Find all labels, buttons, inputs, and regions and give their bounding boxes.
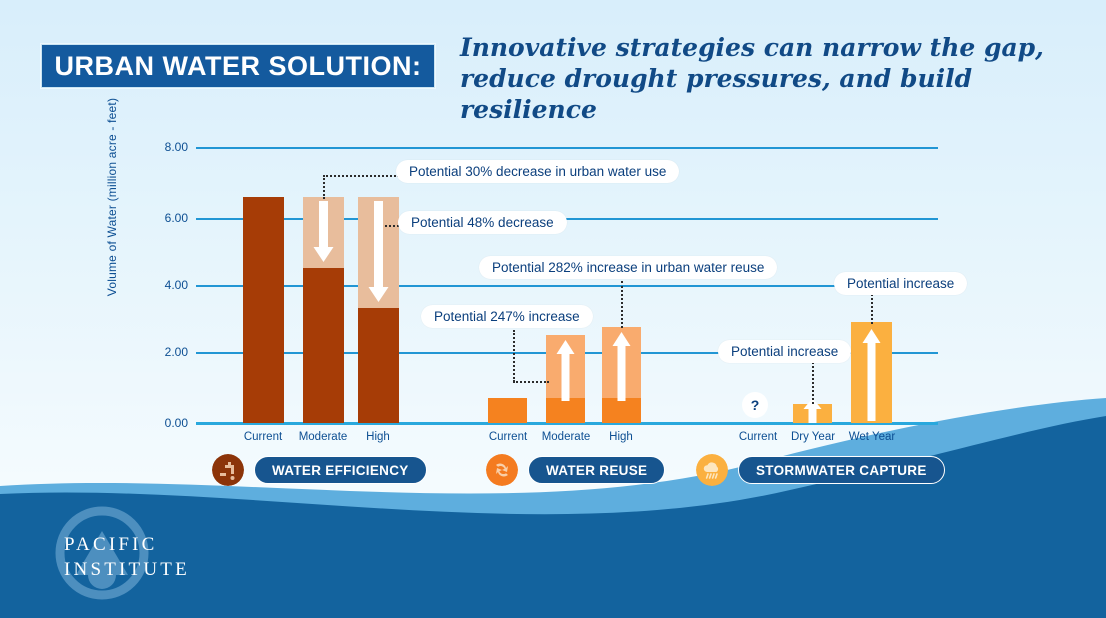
legend-pill-water-reuse[interactable]: WATER REUSE [528,456,666,484]
callout-reuse-moderate: Potential 247% increase [421,305,593,328]
rain-cloud-icon [696,454,728,486]
x-tick-efficiency-current: Current [243,431,283,443]
callout-efficiency-high: Potential 48% decrease [398,211,567,234]
x-tick-efficiency-high: High [366,431,390,443]
page-title: URBAN WATER SOLUTION: [41,44,435,88]
legend-label-water-reuse: WATER REUSE [546,462,648,478]
bottom-wave-decoration [0,398,1106,618]
bar-efficiency-high [358,308,399,423]
page-subtitle-line1: Innovative strategies can narrow the gap… [460,33,1044,62]
up-arrow-icon [556,340,575,401]
x-tick-reuse-current: Current [488,431,528,443]
gridline-8 [196,147,938,149]
x-tick-reuse-moderate: Moderate [541,431,591,443]
callout-stormwater-wet: Potential increase [834,272,968,295]
up-arrow-icon [803,398,822,423]
logo-line-1: PACIFIC [64,534,158,555]
unknown-value-marker: ? [742,392,768,418]
logo-wordmark: PACIFIC INSTITUTE [64,532,190,582]
x-tick-efficiency-moderate: Moderate [298,431,348,443]
x-tick-stormwater-dry-year: Dry Year [790,431,836,443]
leader-line [513,381,549,383]
x-tick-reuse-high: High [609,431,633,443]
gridline-4 [196,285,938,287]
y-tick-label: 0.00 [164,416,188,430]
leader-line [323,175,399,177]
legend-label-stormwater-capture: STORMWATER CAPTURE [756,462,927,478]
y-tick-label: 2.00 [164,345,188,359]
leader-line [385,225,407,227]
bar-reuse-high [602,398,641,423]
callout-stormwater-dry: Potential increase [718,340,852,363]
leader-line [513,330,515,382]
legend-item-water-reuse[interactable]: WATER REUSE [486,454,666,486]
x-tick-stormwater-wet-year: Wet Year [848,431,896,443]
page-subtitle: Innovative strategies can narrow the gap… [460,32,1060,125]
leader-line [621,281,623,328]
leader-line [323,175,325,199]
bar-reuse-current [488,398,527,423]
bar-efficiency-moderate [303,268,344,423]
legend-item-water-efficiency[interactable]: WATER EFFICIENCY [212,454,427,486]
up-arrow-icon [862,329,881,421]
legend-pill-stormwater-capture[interactable]: STORMWATER CAPTURE [738,456,945,484]
bar-efficiency-current [243,197,284,423]
y-axis-title: Volume of Water (million acre - feet) [105,97,119,297]
y-tick-label: 6.00 [164,211,188,225]
x-axis-line [196,422,938,425]
callout-efficiency-moderate: Potential 30% decrease in urban water us… [396,160,680,183]
bar-reuse-moderate [546,398,585,423]
legend-label-water-efficiency: WATER EFFICIENCY [272,462,409,478]
legend-item-stormwater-capture[interactable]: STORMWATER CAPTURE [696,454,945,486]
callout-reuse-high: Potential 282% increase in urban water r… [479,256,778,279]
y-tick-label: 8.00 [164,140,188,154]
logo-line-2: INSTITUTE [64,559,190,580]
x-tick-stormwater-current: Current [738,431,778,443]
up-arrow-icon [612,332,631,401]
leader-line [871,294,873,324]
leader-line [812,362,814,404]
legend-pill-water-efficiency[interactable]: WATER EFFICIENCY [254,456,427,484]
faucet-icon [212,454,244,486]
bar-chart: Volume of Water (million acre - feet) 8.… [105,97,968,443]
down-arrow-icon [313,201,334,262]
pacific-institute-logo [55,506,149,600]
y-tick-label: 4.00 [164,278,188,292]
recycle-arrows-icon [486,454,518,486]
gridline-6 [196,218,938,220]
down-arrow-icon [368,201,389,302]
page-subtitle-line2: reduce drought pressures, and build resi… [460,64,973,124]
page-title-text: URBAN WATER SOLUTION: [54,50,422,81]
